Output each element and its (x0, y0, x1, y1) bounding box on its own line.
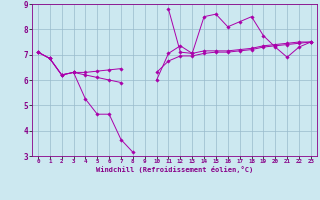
X-axis label: Windchill (Refroidissement éolien,°C): Windchill (Refroidissement éolien,°C) (96, 166, 253, 173)
